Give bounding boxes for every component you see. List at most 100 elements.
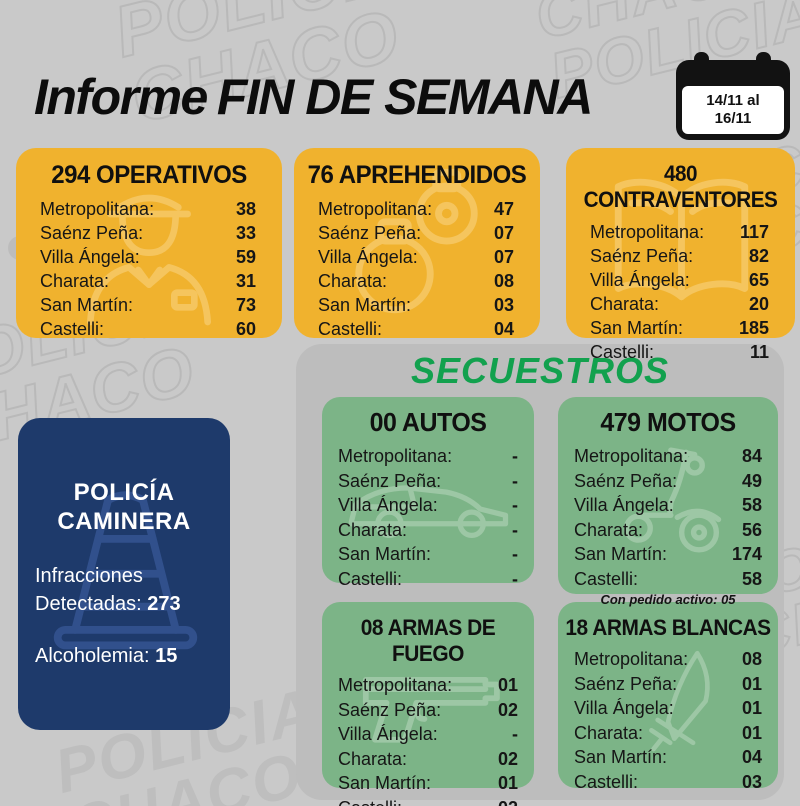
region-value: - (512, 519, 518, 540)
infracciones-label-line1: Infracciones (35, 565, 143, 587)
region-label: San Martín: (574, 544, 668, 564)
region-value: 01 (497, 773, 518, 793)
region-value: 65 (748, 270, 769, 290)
card-aprehendidos: 76 APREHENDIDOS Metropolitana: 47 Saénz Pe… (294, 148, 540, 341)
region-value: - (512, 568, 518, 589)
stat-row: Metropolitana: - (338, 444, 518, 469)
caminera-title: POLICÍA CAMINERA (18, 478, 230, 536)
region-label: San Martín: (40, 295, 134, 315)
card-motos-rows: Metropolitana: 84 Saénz Peña: 49 Villa Ángel… (558, 444, 778, 591)
alcoholemia-value: 15 (155, 645, 178, 667)
region-value: 01 (741, 722, 762, 743)
region-value: 04 (493, 319, 514, 339)
alcoholemia-label: Alcoholemia: (35, 645, 150, 667)
region-value: 56 (741, 519, 762, 540)
infracciones-label-line2: Detectadas: (35, 593, 142, 615)
stat-row: Saénz Peña: 02 (338, 698, 518, 723)
region-label: Villa Ángela: (338, 495, 438, 515)
region-value: 11 (749, 342, 769, 362)
region-value: 20 (748, 294, 769, 314)
card-autos: 00 AUTOS Metropolitana: - Saénz Peña: - Vill… (322, 397, 534, 589)
region-label: Metropolitana: (318, 199, 433, 219)
region-label: Villa Ángela: (338, 724, 438, 744)
stat-row: San Martín: 174 (574, 542, 762, 567)
stat-row: Metropolitana: 01 (338, 673, 518, 698)
region-label: Charata: (574, 722, 644, 743)
region-value: 73 (235, 295, 256, 315)
region-value: 47 (493, 199, 514, 219)
stat-row: Metropolitana: 84 (574, 444, 762, 469)
region-value: 07 (493, 247, 514, 267)
stat-row: Saénz Peña: - (338, 469, 518, 494)
stat-row: Charata: 56 (574, 518, 762, 543)
region-label: Saénz Peña: (574, 470, 678, 491)
date-range-line1: 14/11 al (706, 92, 760, 109)
card-contraventores: 480 CONTRAVENTORES Metropolitana: 117 Saén… (566, 148, 795, 362)
region-label: San Martín: (318, 295, 412, 315)
card-operativos: 294 OPERATIVOS Metropolitana: 38 Saénz Peñ… (16, 148, 282, 341)
region-value: 01 (741, 698, 762, 718)
card-operativos-rows: Metropolitana: 38 Saénz Peña: 33 Villa Ángel… (16, 197, 282, 341)
region-value: 02 (498, 796, 518, 806)
caminera-title-line1: POLICÍA (73, 479, 175, 506)
card-motos-title: 479 MOTOS (600, 407, 736, 437)
calendar-icon: 14/11 al 16/11 (676, 52, 790, 140)
page-title-prefix: Informe (34, 69, 208, 125)
traffic-cone-icon (53, 491, 198, 650)
region-label: Metropolitana: (338, 446, 453, 466)
card-motos: 479 MOTOS Metropolitana: 84 Saénz Peña: 49 V… (558, 397, 778, 607)
region-value: 82 (748, 246, 769, 266)
stat-row: Saénz Peña: 82 (590, 244, 769, 268)
region-value: - (512, 470, 518, 491)
region-label: Saénz Peña: (590, 246, 694, 266)
card-contraventores-title: 480 CONTRAVENTORES (583, 161, 778, 212)
region-label: Saénz Peña: (338, 470, 442, 491)
region-label: Villa Ángela: (574, 698, 674, 718)
stat-row: Villa Ángela: 65 (590, 268, 769, 292)
region-value: 185 (738, 318, 769, 338)
region-value: 31 (235, 271, 256, 291)
page-title-main: FIN DE SEMANA (216, 69, 593, 125)
region-value: 07 (493, 223, 514, 243)
stat-row: San Martín: 73 (40, 293, 256, 317)
card-autos-title: 00 AUTOS (369, 407, 487, 437)
region-value: - (512, 544, 518, 564)
region-value: 49 (741, 470, 762, 491)
region-label: San Martín: (574, 747, 668, 767)
stat-row: Charata: 01 (574, 721, 762, 746)
region-label: Metropolitana: (590, 222, 705, 242)
stat-row: Charata: 02 (338, 747, 518, 772)
stat-row: Saénz Peña: 01 (574, 672, 762, 697)
region-label: Villa Ángela: (318, 247, 418, 267)
card-operativos-title: 294 OPERATIVOS (51, 161, 247, 189)
region-label: Villa Ángela: (40, 247, 140, 267)
stat-row: Castelli: - (338, 567, 518, 592)
stat-row: Metropolitana: 117 (590, 220, 769, 244)
stat-row: Castelli: 60 (40, 317, 256, 341)
card-armas-blancas-title: 18 ARMAS BLANCAS (565, 615, 771, 640)
date-range-line2: 16/11 (714, 110, 752, 127)
card-autos-rows: Metropolitana: - Saénz Peña: - Villa Ángela:… (322, 444, 534, 591)
stat-row: Saénz Peña: 07 (318, 221, 514, 245)
secuestros-heading: SECUESTROS (410, 350, 670, 391)
stat-row: Charata: - (338, 518, 518, 543)
region-value: 38 (235, 199, 256, 219)
stat-row: Castelli: 02 (338, 796, 518, 806)
region-label: Castelli: (318, 319, 383, 339)
stat-row: Castelli: 11 (590, 340, 769, 364)
card-armas-de-fuego: 08 ARMAS DE FUEGO Metropolitana: 01 Saénz … (322, 602, 534, 806)
region-value: - (512, 724, 518, 744)
stat-row: Castelli: 04 (318, 317, 514, 341)
region-label: Saénz Peña: (338, 699, 442, 720)
stat-row: Villa Ángela: - (338, 493, 518, 518)
region-value: 117 (739, 222, 769, 242)
region-value: 01 (741, 673, 762, 694)
region-label: Castelli: (574, 568, 639, 589)
region-value: 58 (741, 495, 762, 515)
stat-row: Castelli: 03 (574, 770, 762, 795)
region-label: Charata: (590, 294, 660, 314)
region-label: Castelli: (338, 568, 403, 589)
region-value: 02 (497, 748, 518, 769)
card-aprehendidos-rows: Metropolitana: 47 Saénz Peña: 07 Villa Ángel… (294, 197, 540, 341)
region-label: Metropolitana: (574, 446, 689, 466)
